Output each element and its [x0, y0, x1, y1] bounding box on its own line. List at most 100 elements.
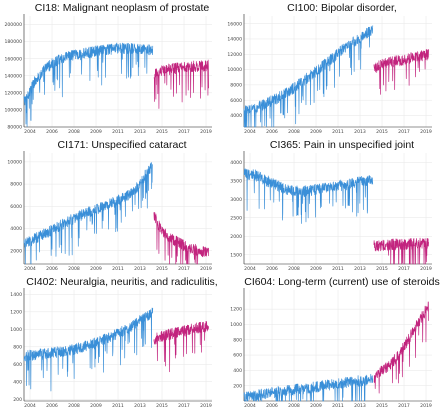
y-tick-label: 4000: [10, 226, 22, 232]
y-tick-label: 2000: [230, 234, 242, 240]
x-tick-label: 2015: [156, 266, 168, 272]
x-tick-label: 2008: [288, 266, 300, 272]
x-tick-label: 2019: [200, 403, 212, 409]
y-tick-label: 400: [13, 379, 22, 385]
y-tick-label: 1200: [230, 307, 242, 313]
chart-svg: CI100: Bipolar disorder, 4000 6000 8000 1000…: [227, 2, 432, 135]
x-tick-label: 2013: [354, 129, 366, 135]
x-tick-label: 2017: [398, 129, 410, 135]
y-tick-label: 600: [13, 362, 22, 368]
x-tick-label: 2006: [46, 403, 58, 409]
y-tick-label: 8000: [10, 182, 22, 188]
x-tick-label: 2013: [354, 266, 366, 272]
observed-series-line: [23, 162, 153, 265]
y-tick-label: 6000: [230, 98, 242, 104]
chart-title: CI18: Malignant neoplasm of prostate: [35, 2, 210, 14]
y-tick-label: 200000: [4, 22, 22, 28]
y-tick-label: 2000: [10, 248, 22, 254]
x-tick-label: 2011: [332, 129, 344, 135]
y-tick-label: 3500: [230, 178, 242, 184]
x-tick-label: 2013: [134, 403, 146, 409]
y-tick-label: 600: [233, 353, 242, 359]
x-tick-label: 2008: [68, 129, 80, 135]
chart-panel: CI100: Bipolar disorder, 4000 6000 8000 1000…: [220, 0, 440, 137]
chart-panel: CI402: Neuralgia, neuritis, and radiculi…: [0, 274, 220, 411]
observed-series-line: [23, 307, 154, 392]
chart-svg: CI604: Long-term (current) use of steroi…: [230, 276, 440, 409]
x-tick-label: 2006: [266, 266, 278, 272]
y-tick-label: 1200: [10, 309, 22, 315]
y-tick-label: 140000: [4, 73, 22, 79]
chart-svg: CI171: Unspecified cataract 2000 4000 6000 8…: [7, 139, 212, 272]
observed-series-line: [243, 373, 374, 402]
x-tick-label: 2015: [376, 266, 388, 272]
x-tick-label: 2008: [68, 403, 80, 409]
forecast-series-line: [373, 301, 429, 394]
chart-title: CI604: Long-term (current) use of steroi…: [244, 276, 440, 288]
x-tick-label: 2011: [332, 266, 344, 272]
y-tick-label: 4000: [230, 113, 242, 119]
forecast-series-line: [373, 49, 429, 95]
x-tick-label: 2009: [90, 266, 102, 272]
y-tick-label: 14000: [227, 37, 242, 43]
x-tick-label: 2013: [354, 403, 366, 409]
x-tick-label: 2008: [68, 266, 80, 272]
x-tick-label: 2015: [156, 129, 168, 135]
x-tick-label: 2011: [112, 129, 124, 135]
x-tick-label: 2004: [24, 129, 36, 135]
y-tick-label: 12000: [227, 52, 242, 58]
x-tick-label: 2017: [178, 129, 190, 135]
y-tick-label: 200: [233, 383, 242, 389]
x-tick-label: 2009: [310, 403, 322, 409]
y-tick-label: 80000: [7, 125, 22, 131]
y-tick-label: 400: [233, 368, 242, 374]
x-tick-label: 2006: [266, 129, 278, 135]
observed-series-line: [243, 168, 374, 224]
y-tick-label: 1400: [10, 292, 22, 298]
x-tick-label: 2008: [288, 129, 300, 135]
x-tick-label: 2006: [46, 129, 58, 135]
y-tick-label: 120000: [4, 90, 22, 96]
chart-svg: CI18: Malignant neoplasm of prostate 8000…: [4, 2, 212, 135]
y-tick-label: 160000: [4, 56, 22, 62]
x-tick-label: 2011: [112, 403, 124, 409]
x-tick-label: 2009: [310, 129, 322, 135]
x-tick-label: 2013: [134, 129, 146, 135]
x-tick-label: 2009: [310, 266, 322, 272]
chart-title: CI402: Neuralgia, neuritis, and radiculi…: [26, 276, 217, 288]
chart-title: CI100: Bipolar disorder,: [287, 2, 397, 14]
chart-svg: CI365: Pain in unspecified joint 1500 2000…: [230, 139, 432, 272]
forecast-series-line: [153, 59, 209, 109]
y-tick-label: 16000: [227, 21, 242, 27]
y-tick-label: 1500: [230, 252, 242, 258]
observed-series-line: [243, 25, 374, 128]
x-tick-label: 2009: [90, 129, 102, 135]
observed-series-line: [23, 42, 154, 127]
y-tick-label: 6000: [10, 204, 22, 210]
y-tick-label: 2500: [230, 215, 242, 221]
x-tick-label: 2017: [398, 403, 410, 409]
x-tick-label: 2006: [266, 403, 278, 409]
x-tick-label: 2019: [420, 403, 432, 409]
y-tick-label: 1000: [230, 322, 242, 328]
x-tick-label: 2011: [332, 403, 344, 409]
chart-title: CI365: Pain in unspecified joint: [270, 139, 414, 151]
chart-panel: CI365: Pain in unspecified joint 1500 2000…: [220, 137, 440, 274]
y-tick-label: 800: [13, 344, 22, 350]
x-tick-label: 2017: [178, 403, 190, 409]
x-tick-label: 2019: [420, 266, 432, 272]
x-tick-label: 2017: [178, 266, 190, 272]
x-tick-label: 2019: [420, 129, 432, 135]
y-tick-label: 200: [13, 397, 22, 403]
x-tick-label: 2019: [200, 266, 212, 272]
y-tick-label: 10000: [7, 159, 22, 165]
forecast-series-line: [153, 211, 209, 265]
x-tick-label: 2006: [46, 266, 58, 272]
x-tick-label: 2008: [288, 403, 300, 409]
x-tick-label: 2013: [134, 266, 146, 272]
x-tick-label: 2015: [156, 403, 168, 409]
y-tick-label: 800: [233, 337, 242, 343]
y-tick-label: 4000: [230, 160, 242, 166]
x-tick-label: 2004: [244, 266, 256, 272]
